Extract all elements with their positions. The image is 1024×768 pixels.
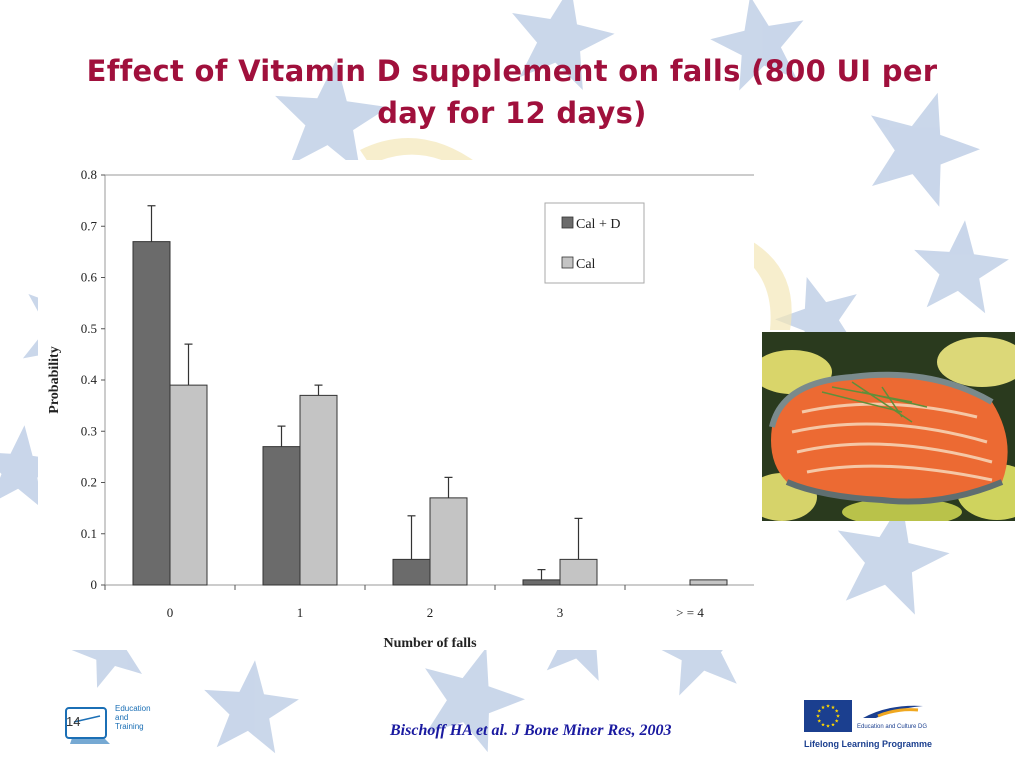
eu-star: [826, 704, 830, 708]
background-star: [0, 425, 64, 509]
bar-cal-1: [299, 394, 338, 586]
eu-star: [816, 714, 820, 718]
y-tick-label: 0.5: [81, 321, 97, 336]
eu-star: [826, 724, 830, 728]
education-training-text: Education and Training: [115, 704, 151, 731]
eu-star: [817, 719, 822, 723]
x-axis: 0 1 2 3 > = 4: [104, 585, 704, 620]
page-number: 14: [66, 714, 81, 729]
y-tick-label: 0.7: [81, 218, 98, 233]
legend-swatch-cal: [561, 256, 574, 269]
background-star: [275, 60, 389, 172]
citation: Bischoff HA et al. J Bone Miner Res, 200…: [390, 722, 672, 739]
eu-star: [821, 705, 825, 709]
legend-box: [544, 202, 645, 284]
lifelong-learning-text: Lifelong Learning Programme: [804, 739, 933, 749]
background-star: [871, 92, 980, 207]
y-axis-label: Probability: [47, 346, 62, 413]
x-tick-label: 3: [557, 605, 564, 620]
bars: [132, 241, 728, 586]
education-culture-logo: [863, 705, 923, 718]
x-tick-label: 0: [167, 605, 174, 620]
legend-swatch-cal-d: [561, 216, 574, 229]
y-tick-label: 0: [91, 577, 98, 592]
x-tick-label: 2: [427, 605, 434, 620]
slide-title: Effect of Vitamin D supplement on falls …: [86, 54, 938, 130]
eu-flag-logo: [804, 700, 852, 732]
bar-cal-0: [169, 384, 208, 586]
background-star: [204, 660, 299, 754]
eu-star: [831, 722, 835, 727]
legend-label-cal-d: Cal + D: [576, 217, 620, 232]
bar-cal-d-0: [132, 241, 171, 586]
chart: 0 0.1 0.2 0.3 0.4 0.5 0.6 0.7 0.8 0 1 2 3 > = 4 Prob…: [38, 160, 754, 650]
background-star: [512, 0, 615, 90]
bar-cal-d-2: [392, 558, 431, 586]
y-tick-label: 0.8: [81, 167, 97, 182]
y-tick-label: 0.4: [81, 372, 98, 387]
background-star: [425, 647, 525, 753]
legend-label-cal: Cal: [576, 257, 596, 272]
x-tick-label: > = 4: [676, 605, 704, 620]
background-star: [710, 0, 804, 91]
eu-star: [834, 719, 839, 723]
bar-cal-d-1: [262, 446, 301, 586]
salmon-photo: [762, 332, 1015, 521]
education-culture-text: Education and Culture DG: [857, 724, 928, 730]
bar-cal-d-3: [522, 579, 561, 586]
y-axis: 0 0.1 0.2 0.3 0.4 0.5 0.6 0.7 0.8: [81, 167, 105, 592]
y-tick-label: 0.1: [81, 526, 97, 541]
y-tick-label: 0.6: [81, 270, 98, 285]
eu-star: [834, 709, 839, 713]
bar-cal-4: [689, 579, 728, 586]
background-star: [914, 220, 1009, 314]
y-tick-label: 0.2: [81, 475, 97, 490]
eu-star: [831, 705, 835, 709]
bar-chart: 0 0.1 0.2 0.3 0.4 0.5 0.6 0.7 0.8 0 1 2 3 > = 4 Prob…: [47, 167, 754, 650]
background-star: [837, 501, 950, 615]
eu-star: [821, 722, 825, 727]
education-training-logo: [65, 707, 110, 744]
x-axis-label: Number of falls: [383, 636, 477, 650]
legend: Cal + D Cal: [544, 202, 645, 284]
x-tick-label: 1: [297, 605, 304, 620]
eu-star: [836, 714, 840, 718]
bar-cal-3: [559, 558, 598, 586]
y-tick-label: 0.3: [81, 423, 97, 438]
error-bars: [147, 205, 583, 580]
eu-star: [817, 709, 822, 713]
bar-cal-2: [429, 497, 468, 586]
